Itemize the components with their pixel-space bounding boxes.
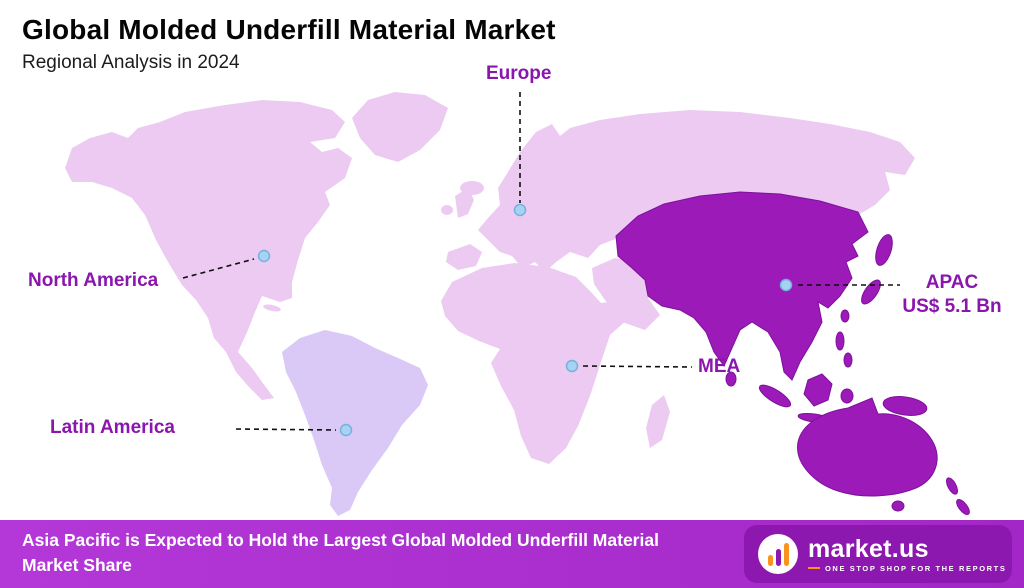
map-region-japan-south <box>861 279 881 305</box>
logo-panel: market.us ONE STOP SHOP FOR THE REPORTS <box>744 525 1012 583</box>
logo-bar-2 <box>775 549 781 566</box>
map-region-ireland <box>441 205 453 215</box>
map-marker-europe <box>513 203 527 217</box>
region-label-north-america: North America <box>28 270 159 291</box>
map-region-philippines-south <box>843 352 853 368</box>
map-region-new-guinea <box>882 396 928 416</box>
map-region-japan-north <box>875 234 893 266</box>
map-region-sumatra <box>758 384 792 408</box>
map-region-tasmania <box>891 500 905 512</box>
logo-text-block: market.us ONE STOP SHOP FOR THE REPORTS <box>808 536 1006 573</box>
region-label-europe: Europe <box>486 63 552 84</box>
page-title: Global Molded Underfill Material Market <box>22 14 556 45</box>
map-region-cuba <box>263 304 281 312</box>
map-region-iberia <box>446 244 482 270</box>
region-label-latin-america: Latin America <box>50 417 175 438</box>
map-markers <box>257 203 793 437</box>
map-marker-apac <box>779 278 793 292</box>
map-region-madagascar <box>646 395 670 448</box>
map-region-apac-mainland <box>615 191 869 381</box>
leader-lines <box>182 92 900 431</box>
map-marker-latin-america <box>339 423 353 437</box>
apac-label: APAC <box>925 272 979 293</box>
map-region-new-zealand-north <box>945 477 959 495</box>
page-subtitle: Regional Analysis in 2024 <box>22 52 240 73</box>
map-light-regions <box>65 92 915 516</box>
logo-name: market.us <box>808 534 929 563</box>
map-region-uk <box>455 188 474 218</box>
leader-line-north-america <box>182 258 255 279</box>
map-marker-mea <box>565 359 579 373</box>
map-region-greenland <box>352 92 448 162</box>
map-region-philippines-north <box>835 331 845 351</box>
logo-bar-3 <box>783 543 789 566</box>
region-label-apac: APAC US$ 5.1 Bn <box>893 271 1011 319</box>
map-region-north-america <box>65 100 352 400</box>
map-region-australia <box>797 397 938 497</box>
banner-text: Asia Pacific is Expected to Hold the Lar… <box>22 530 659 575</box>
bottom-banner: Asia Pacific is Expected to Hold the Lar… <box>0 520 1024 588</box>
map-region-africa <box>441 263 640 464</box>
map-region-new-zealand-south <box>956 498 970 516</box>
bar-chart-icon <box>758 534 798 574</box>
map-region-apac <box>615 191 970 516</box>
map-region-south-america <box>282 330 428 516</box>
leader-line-latin-america <box>235 428 337 431</box>
logo-tagline: ONE STOP SHOP FOR THE REPORTS <box>825 563 1007 573</box>
tagline-dash <box>808 567 820 569</box>
map-region-eurasia <box>478 110 915 272</box>
logo-tagline-row: ONE STOP SHOP FOR THE REPORTS <box>808 564 1006 573</box>
map-region-borneo <box>803 373 833 407</box>
map-region-sri-lanka <box>725 371 737 387</box>
logo-bar-1 <box>767 555 773 566</box>
region-label-mea: MEA <box>698 356 741 377</box>
map-region-taiwan <box>840 309 850 323</box>
map-marker-north-america <box>257 249 271 263</box>
apac-value: US$ 5.1 Bn <box>902 296 1002 317</box>
leader-line-mea <box>582 365 693 368</box>
map-region-sulawesi <box>840 388 854 404</box>
